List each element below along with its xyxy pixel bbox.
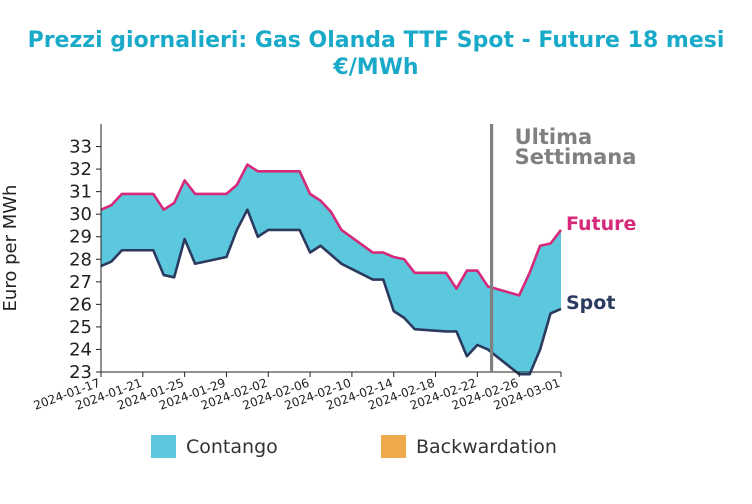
y-tick-label: 27: [69, 272, 92, 293]
y-tick-label: 33: [69, 137, 92, 158]
y-tick-label: 23: [69, 362, 92, 383]
legend: Contango Backwardation: [151, 435, 557, 458]
contango-area: [101, 164, 561, 375]
y-tick-label: 30: [69, 204, 92, 225]
y-tick-label: 29: [69, 227, 92, 248]
legend-swatch-contango: [151, 435, 176, 458]
legend-swatch-backwardation: [381, 435, 406, 458]
annotation-ultima: Ultima: [515, 125, 593, 149]
series-label-future: Future: [566, 213, 636, 235]
legend-label-backwardation: Backwardation: [416, 436, 557, 458]
series-label-spot: Spot: [566, 292, 615, 314]
y-tick-label: 24: [69, 339, 92, 360]
chart-title: Prezzi giornalieri: Gas Olanda TTF Spot …: [28, 28, 725, 53]
y-tick-label: 32: [69, 159, 92, 180]
legend-label-contango: Contango: [186, 436, 278, 458]
y-axis-label: Euro per MWh: [0, 185, 21, 312]
y-tick-label: 28: [69, 249, 92, 270]
y-tick-label: 26: [69, 294, 92, 315]
series-line-future: [100, 163, 563, 297]
y-tick-label: 25: [69, 317, 92, 338]
series-line-spot: [100, 208, 562, 376]
plot-area: 23242526272829303132332024-01-172024-01-…: [32, 124, 637, 413]
y-tick-label: 31: [69, 182, 92, 203]
chart-title-unit: €/MWh: [332, 55, 418, 80]
annotation-settimana: Settimana: [515, 145, 637, 169]
